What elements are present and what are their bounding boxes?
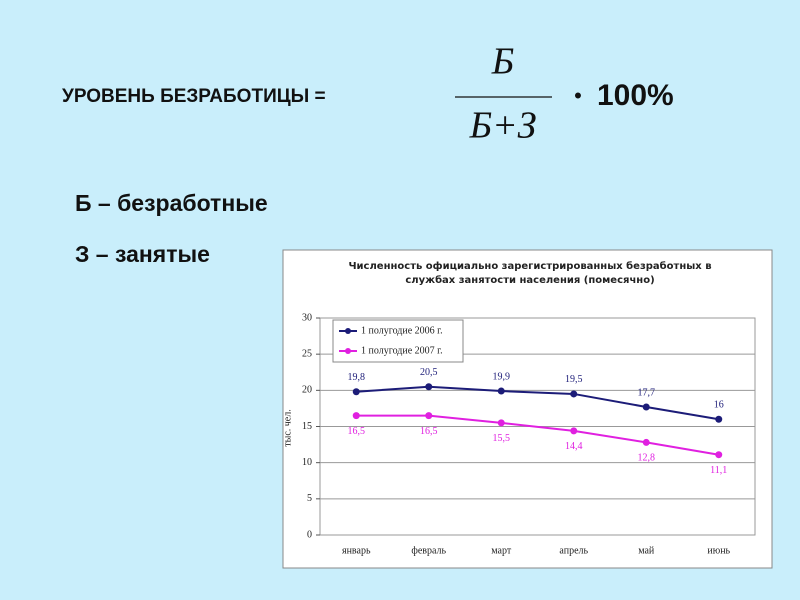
data-point <box>570 427 578 435</box>
x-tick-label: июнь <box>707 545 730 556</box>
legend-marker <box>345 328 351 334</box>
data-point <box>642 403 650 411</box>
data-point <box>352 412 360 420</box>
data-point <box>570 390 578 398</box>
x-tick-label: март <box>491 545 512 556</box>
y-tick-label: 15 <box>302 421 312 432</box>
x-tick-label: апрель <box>559 545 588 556</box>
formula-label: УРОВЕНЬ БЕЗРАБОТИЦЫ = <box>62 86 326 107</box>
bullet: • <box>574 83 582 108</box>
chart-title: Численность официально зарегистрированны… <box>348 261 712 286</box>
y-tick-label: 25 <box>302 348 312 359</box>
value-label: 20,5 <box>420 367 438 378</box>
legend-label: 1 полугодие 2006 г. <box>361 325 443 336</box>
series-line <box>356 385 719 421</box>
y-tick-label: 30 <box>302 312 312 323</box>
series-line <box>356 414 719 456</box>
data-point <box>715 451 723 459</box>
y-tick-label: 5 <box>307 493 312 504</box>
y-tick-label: 10 <box>302 457 312 468</box>
legend-label: 1 полугодие 2007 г. <box>361 345 443 356</box>
definition: З – занятые <box>75 241 210 267</box>
value-label: 15,5 <box>493 433 511 444</box>
x-tick-label: май <box>638 545 655 556</box>
y-tick-label: 20 <box>302 385 312 396</box>
value-label: 17,7 <box>638 387 656 398</box>
value-label: 16,5 <box>348 426 366 437</box>
data-point <box>497 419 505 427</box>
data-point <box>497 387 505 395</box>
y-tick-label: 0 <box>307 529 312 540</box>
data-point <box>352 388 360 396</box>
value-label: 19,9 <box>493 371 511 382</box>
data-point <box>425 412 433 420</box>
value-label: 14,4 <box>565 441 583 452</box>
value-label: 16 <box>714 400 724 411</box>
x-tick-label: январь <box>342 545 371 556</box>
value-label: 11,1 <box>710 465 727 476</box>
value-label: 16,5 <box>420 426 438 437</box>
y-axis-label: тыс. чел. <box>282 409 293 447</box>
denominator: Б+З <box>469 105 537 147</box>
x-tick-label: февраль <box>411 545 446 556</box>
definition: Б – безработные <box>75 190 268 216</box>
legend-box <box>332 319 464 363</box>
numerator: Б <box>491 41 514 83</box>
value-label: 12,8 <box>638 453 656 464</box>
data-point <box>715 415 723 423</box>
data-point <box>425 383 433 391</box>
value-label: 19,8 <box>348 372 366 383</box>
multiplier: 100% <box>597 79 674 112</box>
data-point <box>642 438 650 446</box>
value-label: 19,5 <box>565 374 583 385</box>
legend-marker <box>345 348 351 354</box>
